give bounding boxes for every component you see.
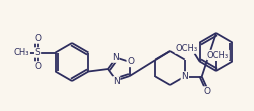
Text: O: O	[127, 57, 134, 66]
Text: S: S	[35, 48, 40, 57]
Text: OCH₃: OCH₃	[176, 44, 198, 53]
Text: O: O	[34, 62, 41, 71]
Text: N: N	[181, 72, 188, 81]
Text: N: N	[113, 77, 120, 86]
Text: O: O	[34, 34, 41, 43]
Text: N: N	[112, 53, 119, 62]
Text: O: O	[203, 87, 210, 96]
Text: CH₃: CH₃	[14, 48, 29, 57]
Text: OCH₃: OCH₃	[207, 51, 229, 59]
